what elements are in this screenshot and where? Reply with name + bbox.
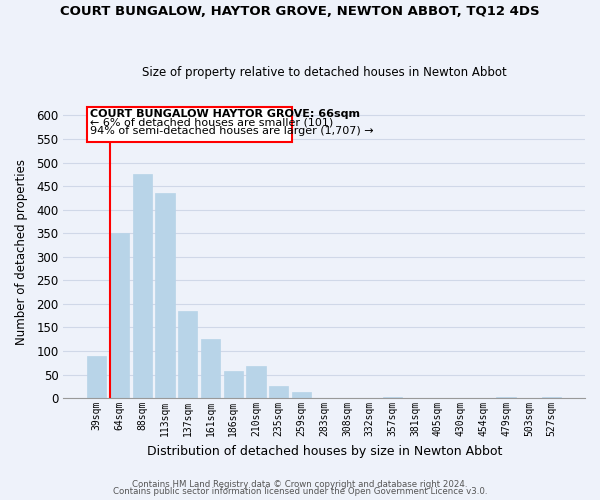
Bar	[383, 397, 402, 398]
Bar	[224, 372, 243, 398]
Title: Size of property relative to detached houses in Newton Abbot: Size of property relative to detached ho…	[142, 66, 506, 78]
X-axis label: Distribution of detached houses by size in Newton Abbot: Distribution of detached houses by size …	[146, 444, 502, 458]
Bar	[292, 392, 311, 398]
Bar	[178, 311, 197, 398]
Text: ← 6% of detached houses are smaller (101): ← 6% of detached houses are smaller (101…	[90, 118, 333, 128]
Bar	[110, 234, 129, 398]
Bar	[496, 397, 516, 398]
Text: 94% of semi-detached houses are larger (1,707) →: 94% of semi-detached houses are larger (…	[90, 126, 374, 136]
Bar	[269, 386, 289, 398]
Bar	[87, 356, 106, 398]
Y-axis label: Number of detached properties: Number of detached properties	[15, 159, 28, 345]
Text: COURT BUNGALOW, HAYTOR GROVE, NEWTON ABBOT, TQ12 4DS: COURT BUNGALOW, HAYTOR GROVE, NEWTON ABB…	[60, 5, 540, 18]
Text: COURT BUNGALOW HAYTOR GROVE: 66sqm: COURT BUNGALOW HAYTOR GROVE: 66sqm	[90, 110, 360, 120]
Bar	[155, 193, 175, 398]
Bar	[542, 397, 561, 398]
Text: Contains public sector information licensed under the Open Government Licence v3: Contains public sector information licen…	[113, 488, 487, 496]
FancyBboxPatch shape	[86, 107, 292, 142]
Bar	[247, 366, 266, 398]
Bar	[133, 174, 152, 398]
Text: Contains HM Land Registry data © Crown copyright and database right 2024.: Contains HM Land Registry data © Crown c…	[132, 480, 468, 489]
Bar	[201, 340, 220, 398]
